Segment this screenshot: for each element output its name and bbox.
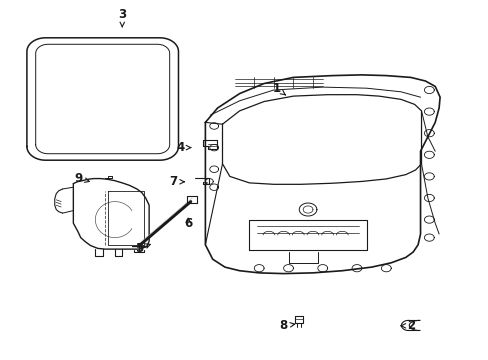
Text: 5: 5 (135, 242, 150, 255)
Text: 3: 3 (118, 8, 126, 27)
Text: 9: 9 (74, 172, 89, 185)
Text: 1: 1 (272, 82, 285, 95)
Text: 6: 6 (184, 217, 192, 230)
Text: 8: 8 (279, 319, 294, 332)
Text: 2: 2 (400, 319, 414, 332)
Text: 7: 7 (169, 175, 184, 188)
Text: 4: 4 (177, 141, 190, 154)
